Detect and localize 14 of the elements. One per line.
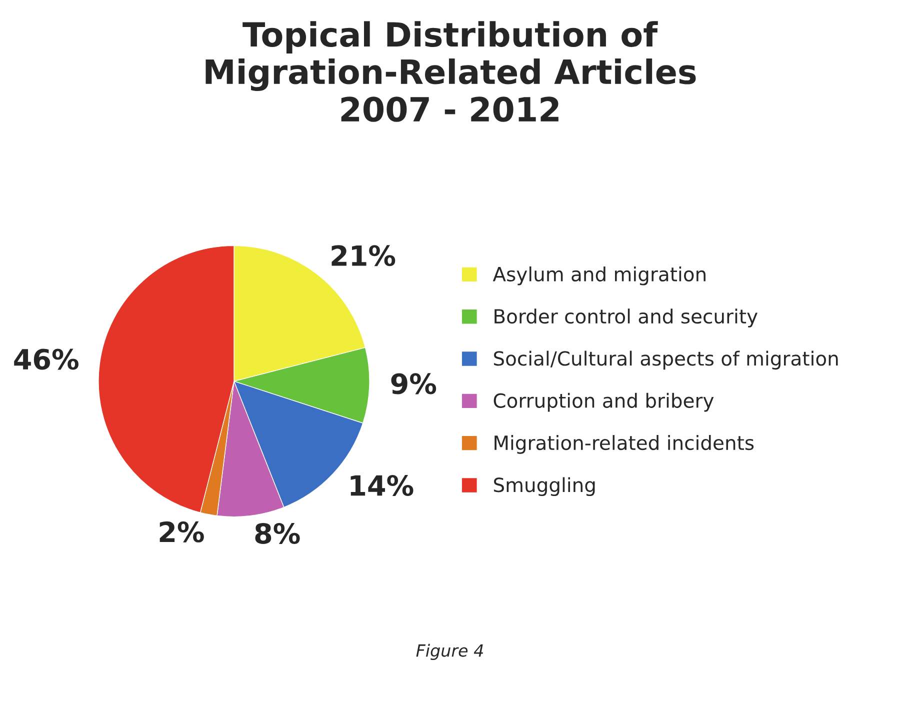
- data-label: 46%: [14, 348, 78, 370]
- legend-label: Social/Cultural aspects of migration: [494, 350, 838, 370]
- legend-label: Asylum and migration: [492, 266, 706, 286]
- data-label: 8%: [255, 522, 300, 544]
- legend-label: Border control and security: [494, 308, 758, 328]
- data-label: 21%: [332, 245, 396, 266]
- data-label: 14%: [350, 475, 414, 496]
- legend-label: Smuggling: [494, 477, 595, 496]
- data-label: 9%: [391, 373, 436, 394]
- caption: Figure 4: [416, 644, 483, 660]
- legend-label: Migration-related incidents: [494, 435, 754, 454]
- chart-title: Topical Distribution of Migration-Related Articles 2007 - 2012: [206, 21, 696, 122]
- data-label: 2%: [160, 521, 204, 542]
- legend-label: Corruption and bribery: [494, 392, 714, 412]
